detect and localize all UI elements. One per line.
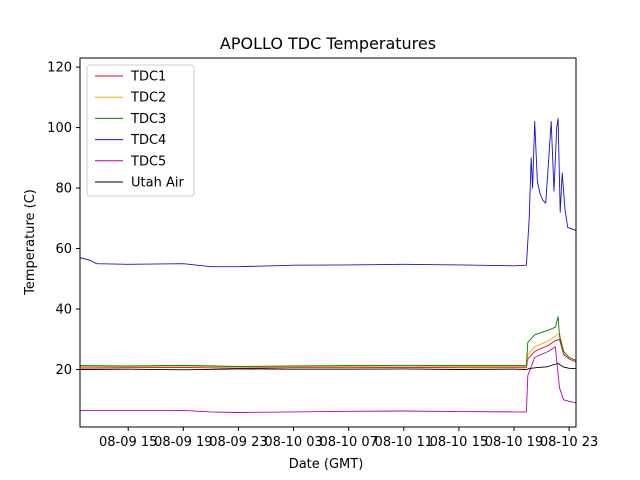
series-line-3: [80, 118, 576, 268]
x-tick-label: 08-09 15: [99, 435, 157, 450]
x-axis-label: Date (GMT): [289, 457, 364, 472]
legend-label-2: TDC3: [130, 112, 166, 127]
y-tick-label: 100: [47, 121, 72, 136]
legend: TDC1 TDC2 TDC3 TDC4 TDC5 Utah Air: [86, 64, 195, 197]
chart-title: APOLLO TDC Temperatures: [220, 34, 436, 53]
x-tick-label: 08-10 07: [319, 435, 377, 450]
series-line-0: [80, 338, 576, 369]
x-tick-label: 08-10 19: [485, 435, 543, 450]
legend-label-3: TDC4: [130, 133, 166, 148]
series-line-2: [80, 316, 576, 367]
series-line-5: [80, 363, 576, 371]
y-tick-label: 80: [55, 182, 72, 197]
y-tick-label: 60: [55, 242, 72, 257]
y-axis: 20 40 60 80 100 120: [47, 61, 80, 378]
x-tick-label: 08-10 11: [375, 435, 433, 450]
legend-label-4: TDC5: [130, 154, 166, 169]
x-tick-label: 08-09 23: [209, 435, 267, 450]
x-tick-label: 08-09 19: [154, 435, 212, 450]
plot-frame: [79, 57, 577, 428]
x-tick-label: 08-10 23: [540, 435, 598, 450]
y-tick-label: 20: [55, 363, 72, 378]
series-line-4: [80, 346, 576, 413]
plot-area: [79, 57, 577, 428]
legend-label-0: TDC1: [130, 70, 166, 85]
legend-label-5: Utah Air: [131, 176, 184, 191]
x-tick-label: 08-10 03: [264, 435, 322, 450]
series-lines: [80, 118, 576, 413]
legend-label-1: TDC2: [130, 91, 166, 106]
legend-box: [86, 64, 195, 197]
y-tick-label: 40: [55, 303, 72, 318]
series-line-1: [80, 332, 576, 368]
y-axis-label: Temperature (C): [23, 189, 38, 296]
x-tick-label: 08-10 15: [430, 435, 488, 450]
y-tick-label: 120: [47, 61, 72, 76]
